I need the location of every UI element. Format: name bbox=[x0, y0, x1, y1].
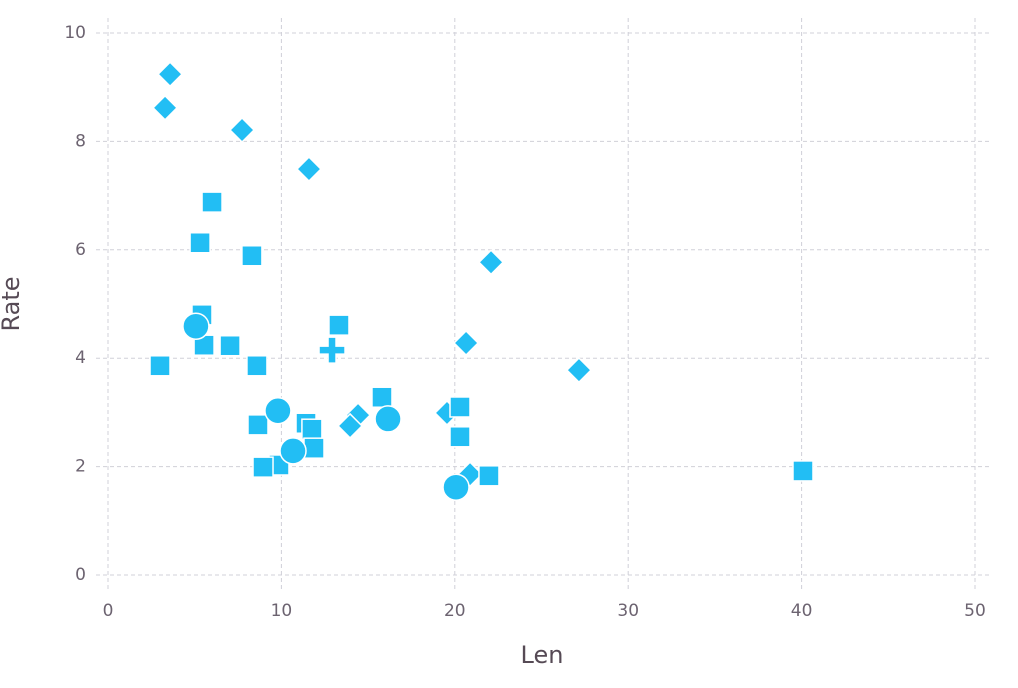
point bbox=[477, 249, 505, 276]
x-axis-title: Len bbox=[521, 641, 564, 669]
point bbox=[189, 232, 211, 254]
point bbox=[157, 61, 184, 88]
point bbox=[201, 191, 223, 213]
y-tick-label: 8 bbox=[75, 131, 86, 151]
point bbox=[241, 245, 263, 267]
point bbox=[449, 426, 471, 448]
y-tick-label: 6 bbox=[75, 240, 86, 260]
point bbox=[565, 357, 593, 384]
point bbox=[246, 355, 268, 377]
point bbox=[792, 460, 814, 482]
point bbox=[478, 465, 500, 487]
point bbox=[295, 155, 323, 183]
y-tick-label: 0 bbox=[75, 565, 86, 585]
point bbox=[328, 314, 350, 336]
x-tick-label: 50 bbox=[964, 601, 986, 621]
point bbox=[303, 437, 325, 459]
point bbox=[182, 312, 210, 340]
point bbox=[264, 397, 292, 425]
point bbox=[228, 116, 256, 144]
x-tick-label: 40 bbox=[791, 601, 813, 621]
x-tick-label: 30 bbox=[617, 601, 639, 621]
point bbox=[279, 437, 307, 465]
x-tick-label: 0 bbox=[103, 601, 114, 621]
point bbox=[247, 414, 269, 436]
point bbox=[449, 396, 471, 418]
y-axis-title: Rate bbox=[0, 276, 25, 331]
point bbox=[151, 94, 179, 121]
point bbox=[453, 329, 480, 357]
point bbox=[252, 456, 274, 478]
point bbox=[456, 461, 484, 488]
point bbox=[318, 336, 346, 364]
y-tick-label: 10 bbox=[64, 23, 86, 43]
point bbox=[337, 412, 364, 440]
y-tick-label: 4 bbox=[75, 348, 86, 368]
x-tick-label: 20 bbox=[444, 601, 466, 621]
point bbox=[374, 405, 402, 433]
point bbox=[149, 355, 171, 377]
y-tick-label: 2 bbox=[75, 457, 86, 477]
x-tick-label: 10 bbox=[271, 601, 293, 621]
point bbox=[301, 418, 323, 440]
point bbox=[371, 386, 393, 408]
point bbox=[219, 334, 241, 357]
point bbox=[442, 473, 470, 501]
